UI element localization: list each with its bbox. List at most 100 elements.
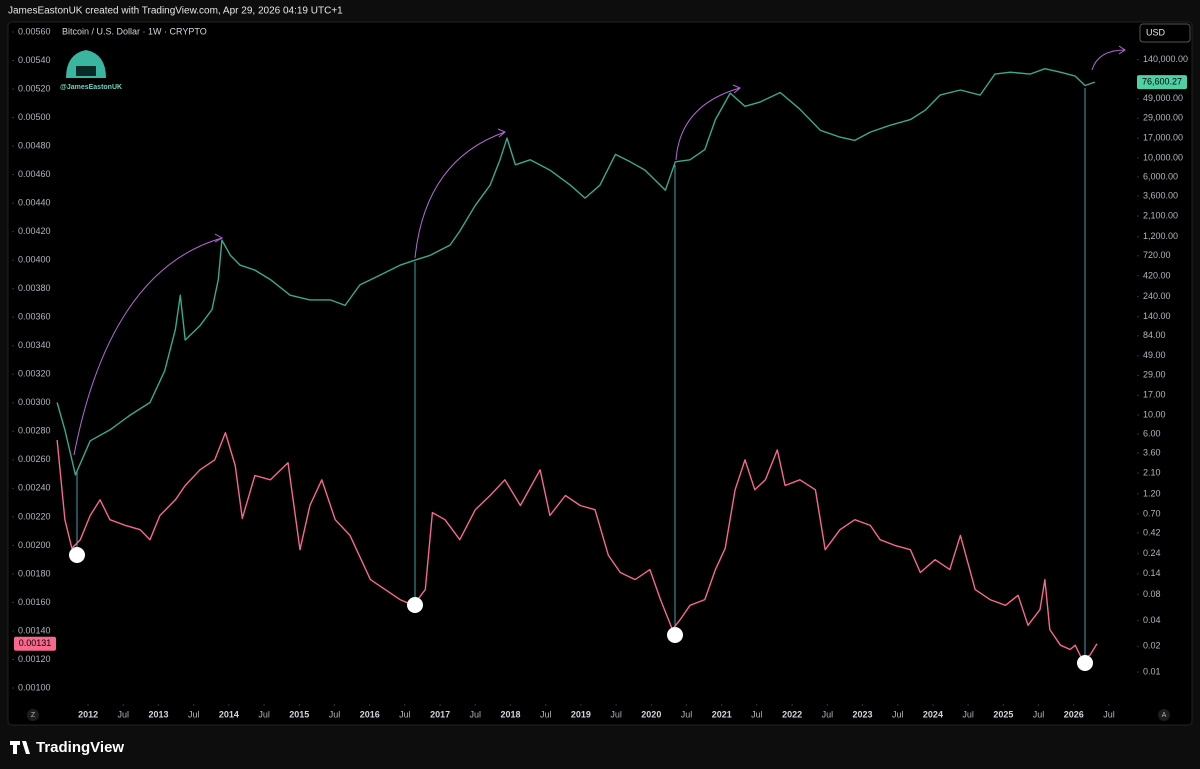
x-tick-label: 2023 — [853, 709, 873, 719]
watermark-text: @JamesEastonUK — [60, 84, 122, 91]
y-tick-label: 0.00460 — [18, 169, 51, 179]
y2-tick-label: 0.70 — [1143, 508, 1161, 518]
y2-tick-label: 6,000.00 — [1143, 171, 1178, 181]
y2-tick-label: 0.02 — [1143, 641, 1161, 651]
y-tick-label: 0.00120 — [18, 654, 51, 664]
x-tick-label: Jul — [188, 709, 200, 719]
y2-tick-label: 3.60 — [1143, 447, 1161, 457]
y-tick-label: 0.00380 — [18, 283, 51, 293]
chart-title: Bitcoin / U.S. Dollar · 1W · CRYPTO — [62, 26, 207, 36]
x-tick-label: Jul — [470, 709, 482, 719]
footer-logo: TradingView — [10, 739, 124, 756]
chart-panel — [7, 21, 1193, 726]
y2-tick-label: 10,000.00 — [1143, 152, 1183, 162]
cycle-arrow — [675, 87, 741, 161]
x-tick-label: 2025 — [993, 709, 1013, 719]
y2-tick-label: 0.08 — [1143, 589, 1161, 599]
y2-tick-label: 29,000.00 — [1143, 113, 1183, 123]
cycle-arrow — [414, 131, 506, 259]
y2-tick-label: 3,600.00 — [1143, 190, 1178, 200]
low-marker — [69, 547, 85, 563]
y2-tick-label: 2,100.00 — [1143, 210, 1178, 220]
plot: 2012 Jul 2013 Jul 2014 Jul 2015 Jul 2016 Jul 2017 J… — [12, 26, 1188, 719]
series-line — [56, 432, 1098, 661]
y-tick-label: 0.00240 — [18, 483, 51, 493]
low-marker — [407, 597, 423, 613]
x-tick-label: 2021 — [712, 709, 732, 719]
y2-tick-label: 29.00 — [1143, 370, 1166, 380]
x-tick-label: 2022 — [782, 709, 802, 719]
currency-label[interactable]: USD — [1146, 27, 1166, 37]
zoom-button[interactable] — [27, 709, 39, 721]
x-tick-label: Jul — [1033, 709, 1045, 719]
y-tick-label: 0.00140 — [18, 625, 51, 635]
x-tick-label: 2017 — [430, 709, 450, 719]
series-line — [56, 68, 1096, 476]
x-tick-label: Jul — [892, 709, 904, 719]
x-tick-label: 2016 — [360, 709, 380, 719]
x-tick-label: 2020 — [641, 709, 661, 719]
y2-tick-label: 420.00 — [1143, 270, 1171, 280]
y2-tick-label: 0.01 — [1143, 666, 1161, 676]
y2-tick-label: 17,000.00 — [1143, 133, 1183, 143]
y-tick-label: 0.00220 — [18, 511, 51, 521]
x-tick-label: 2013 — [148, 709, 168, 719]
y2-tick-label: 1,200.00 — [1143, 231, 1178, 241]
x-tick-label: 2014 — [219, 709, 239, 719]
x-tick-label: Jul — [962, 709, 974, 719]
y-tick-label: 0.00300 — [18, 397, 51, 407]
x-tick-label: 2018 — [500, 709, 520, 719]
y-tick-label: 0.00420 — [18, 226, 51, 236]
y-tick-label: 0.00200 — [18, 540, 51, 550]
y2-tick-label: 240.00 — [1143, 291, 1171, 301]
arrow-head — [214, 233, 224, 243]
y-tick-label: 0.00180 — [18, 568, 51, 578]
cycle-lows — [69, 547, 1093, 671]
watermark-logo: @JamesEastonUK — [60, 50, 122, 91]
arrow-head — [732, 84, 741, 94]
y-tick-label: 0.00500 — [18, 112, 51, 122]
x-tick-label: Jul — [258, 709, 270, 719]
y2-tick-label: 0.42 — [1143, 527, 1161, 537]
y-tick-label: 0.00540 — [18, 55, 51, 65]
y2-tick-label: 6.00 — [1143, 428, 1161, 438]
last-price-box — [1137, 75, 1187, 90]
y-tick-label: 0.00400 — [18, 255, 51, 265]
y2-tick-label: 49.00 — [1143, 350, 1166, 360]
y-tick-label: 0.00480 — [18, 140, 51, 150]
x-tick-label: Jul — [751, 709, 763, 719]
x-tick-label: Jul — [399, 709, 411, 719]
y-tick-label: 0.00560 — [18, 26, 51, 36]
x-tick-label: 2024 — [923, 709, 943, 719]
x-tick-label: 2015 — [289, 709, 309, 719]
y-tick-label: 0.00340 — [18, 340, 51, 350]
y-tick-label: 0.00360 — [18, 312, 51, 322]
x-tick-label: Jul — [329, 709, 341, 719]
last-value-box — [14, 636, 56, 651]
y-tick-label: 0.00260 — [18, 454, 51, 464]
y-tick-label: 0.00100 — [18, 682, 51, 692]
y-tick-label: 0.00280 — [18, 426, 51, 436]
cycle-arrow — [1091, 49, 1126, 71]
tv-icon-dot — [23, 742, 27, 746]
y2-tick-label: 720.00 — [1143, 250, 1171, 260]
x-tick-label: 2012 — [78, 709, 98, 719]
y2-tick-label: 140.00 — [1143, 311, 1171, 321]
zoom-label[interactable]: Z — [31, 712, 36, 719]
y-tick-label: 0.00520 — [18, 83, 51, 93]
last-price-label: 76,600.27 — [1142, 77, 1182, 87]
annotations — [73, 45, 1126, 663]
y2-tick-label: 10.00 — [1143, 409, 1166, 419]
currency-button[interactable] — [1139, 23, 1191, 43]
footer-brand: TradingView — [36, 739, 124, 756]
y-tick-label: 0.00320 — [18, 369, 51, 379]
x-tick-label: Jul — [1103, 709, 1115, 719]
low-marker — [1077, 655, 1093, 671]
auto-label[interactable]: A — [1162, 712, 1167, 719]
low-marker — [667, 627, 683, 643]
y2-tick-label: 49,000.00 — [1143, 93, 1183, 103]
y2-tick-label: 2.10 — [1143, 467, 1161, 477]
auto-button[interactable] — [1158, 709, 1170, 721]
y2-tick-label: 17.00 — [1143, 390, 1166, 400]
